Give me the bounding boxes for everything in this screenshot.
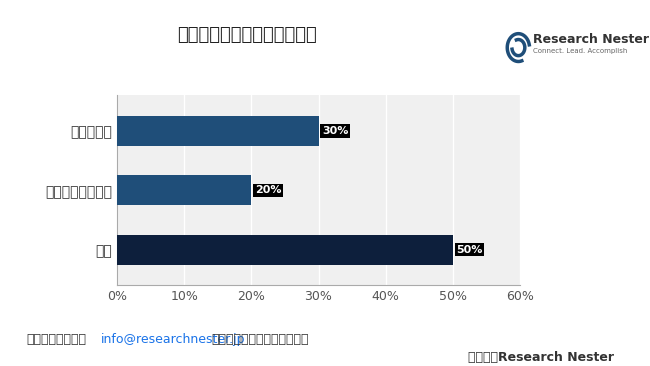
Bar: [117, 116, 318, 146]
Bar: [117, 235, 453, 265]
Text: 30%: 30%: [322, 126, 348, 136]
Bar: [117, 175, 252, 205]
Text: 20%: 20%: [255, 185, 281, 195]
Text: Connect. Lead. Accomplish: Connect. Lead. Accomplish: [533, 48, 627, 53]
Text: Research Nester: Research Nester: [533, 33, 649, 46]
Text: 粘液水腫昏睡市場－地域貢献: 粘液水腫昏睡市場－地域貢献: [177, 26, 317, 44]
Text: ソース：Research Nester: ソース：Research Nester: [468, 351, 614, 365]
Text: info@researchnester.jp: info@researchnester.jp: [101, 333, 245, 346]
Text: 50%: 50%: [456, 245, 482, 255]
Text: にメールをお送りください。: にメールをお送りください。: [211, 333, 309, 346]
Text: 詳細については、: 詳細については、: [26, 333, 86, 346]
